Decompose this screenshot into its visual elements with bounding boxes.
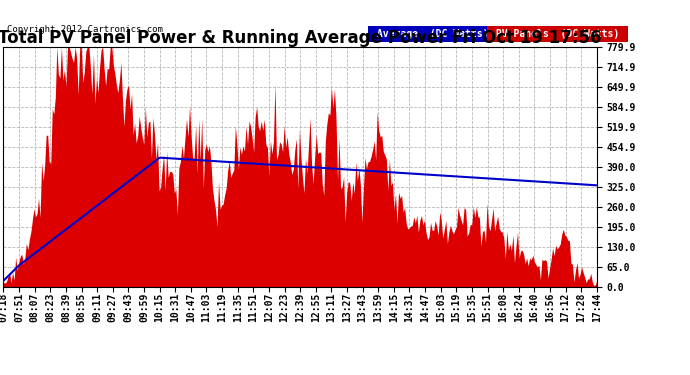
Text: PV Panels  (DC Watts): PV Panels (DC Watts): [490, 29, 625, 39]
Text: Average  (DC Watts): Average (DC Watts): [371, 29, 495, 39]
Title: Total PV Panel Power & Running Average Power Fri Oct 19 17:56: Total PV Panel Power & Running Average P…: [0, 29, 602, 47]
Text: Copyright 2012 Cartronics.com: Copyright 2012 Cartronics.com: [7, 25, 163, 34]
